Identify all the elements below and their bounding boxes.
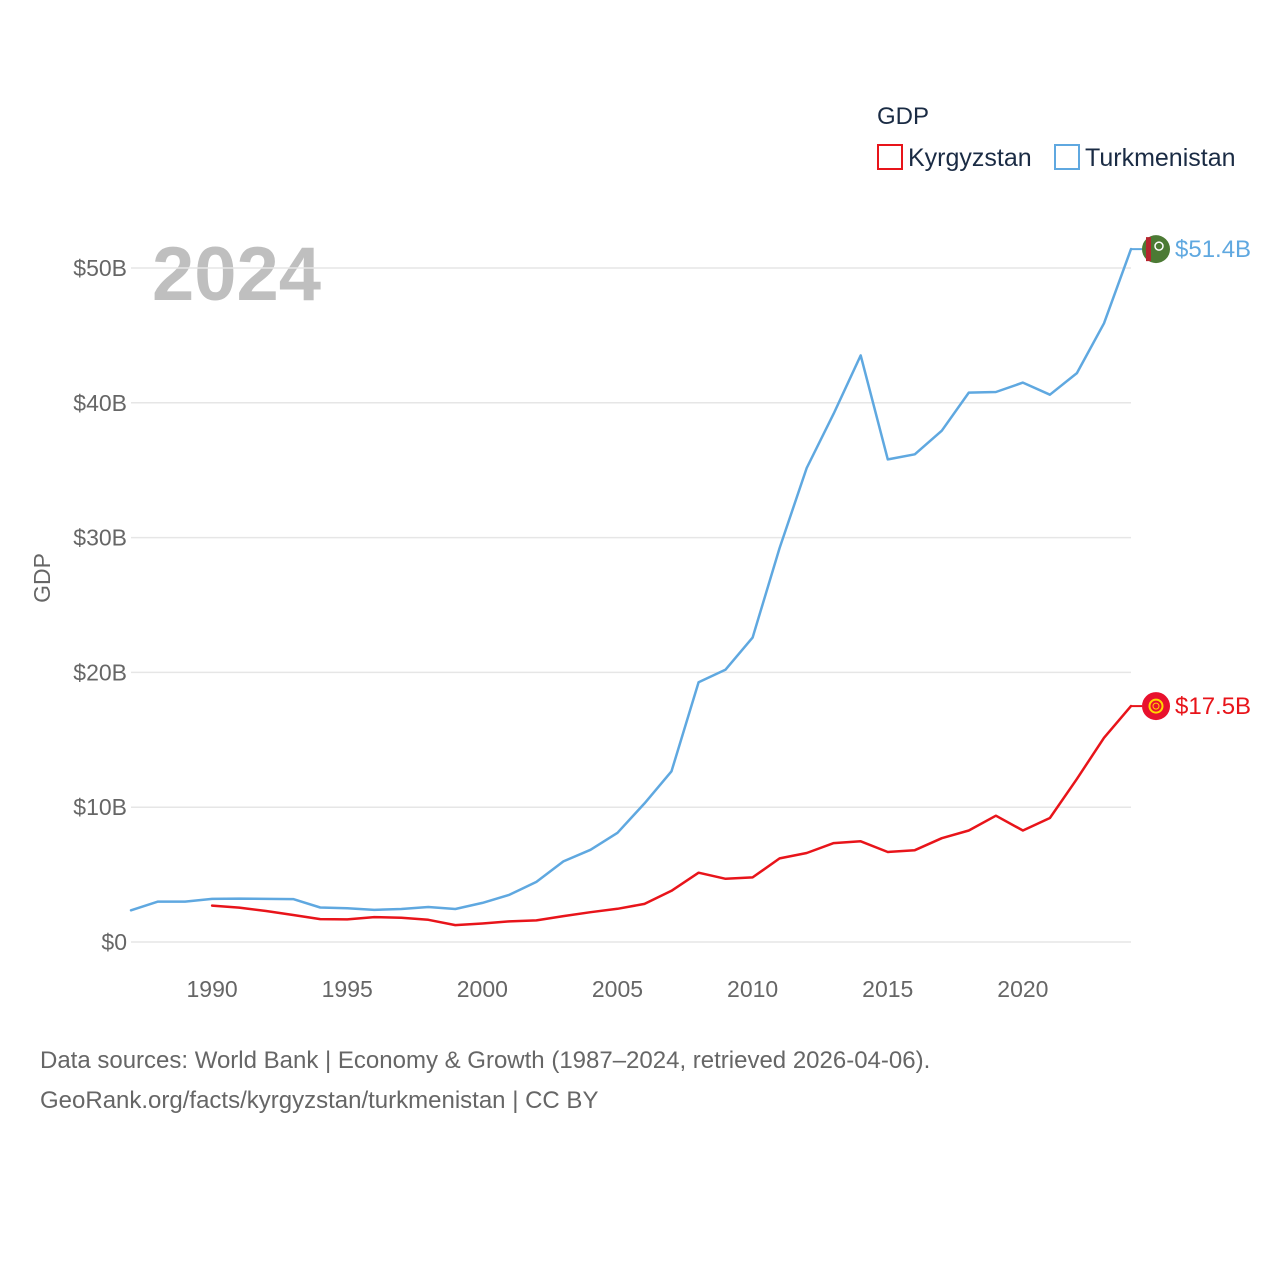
year-watermark: 2024 (152, 232, 321, 317)
x-tick-label: 2020 (997, 976, 1048, 1002)
legend-item-turkmenistan[interactable]: Turkmenistan (1054, 144, 1236, 172)
legend-title: GDP (877, 103, 929, 130)
series-lines (129, 247, 1133, 927)
y-tick-label: $10B (73, 794, 127, 820)
x-tick-label: 2010 (727, 976, 778, 1002)
legend-label-turkmenistan: Turkmenistan (1085, 144, 1236, 172)
legend-swatch-kyrgyzstan (877, 144, 903, 170)
end-value-label-kyrgyzstan: $17.5B (1175, 693, 1251, 720)
gridlines (131, 267, 1131, 943)
turkmenistan-flag-icon (1142, 235, 1170, 264)
x-tick-label: 2015 (862, 976, 913, 1002)
x-tick-label: 1995 (322, 976, 373, 1002)
flag-sun (1148, 698, 1164, 714)
y-axis-label: GDP (29, 553, 55, 603)
x-axis-ticks: 1990 1995 2000 2005 2010 2015 2020 (186, 976, 1048, 1002)
series-line-turkmenistan[interactable] (129, 247, 1133, 912)
flag-crescent (1154, 241, 1164, 251)
source-line-2[interactable]: GeoRank.org/facts/kyrgyzstan/turkmenista… (40, 1087, 598, 1114)
y-tick-label: $0 (101, 929, 127, 955)
x-tick-label: 1990 (186, 976, 237, 1002)
series-line-kyrgyzstan[interactable] (210, 704, 1133, 927)
x-tick-label: 2000 (457, 976, 508, 1002)
y-tick-label: $30B (73, 525, 127, 551)
x-tick-label: 2005 (592, 976, 643, 1002)
y-tick-label: $50B (73, 255, 127, 281)
y-tick-label: $20B (73, 659, 127, 685)
legend-swatch-turkmenistan (1054, 144, 1080, 170)
legend-item-kyrgyzstan[interactable]: Kyrgyzstan (877, 144, 1032, 172)
y-axis-ticks: $0 $10B $20B $30B $40B $50B (73, 255, 127, 955)
kyrgyzstan-flag-icon (1142, 692, 1170, 721)
source-line-1: Data sources: World Bank | Economy & Gro… (40, 1047, 930, 1074)
end-value-label-turkmenistan: $51.4B (1175, 236, 1251, 263)
y-tick-label: $40B (73, 390, 127, 416)
flag-stripe (1146, 237, 1151, 262)
series-end-markers: $17.5B $51.4B (1131, 235, 1251, 721)
flag-sun-center (1152, 702, 1160, 710)
legend: GDP Kyrgyzstan Turkmenistan (877, 103, 1236, 172)
legend-label-kyrgyzstan: Kyrgyzstan (908, 144, 1032, 172)
